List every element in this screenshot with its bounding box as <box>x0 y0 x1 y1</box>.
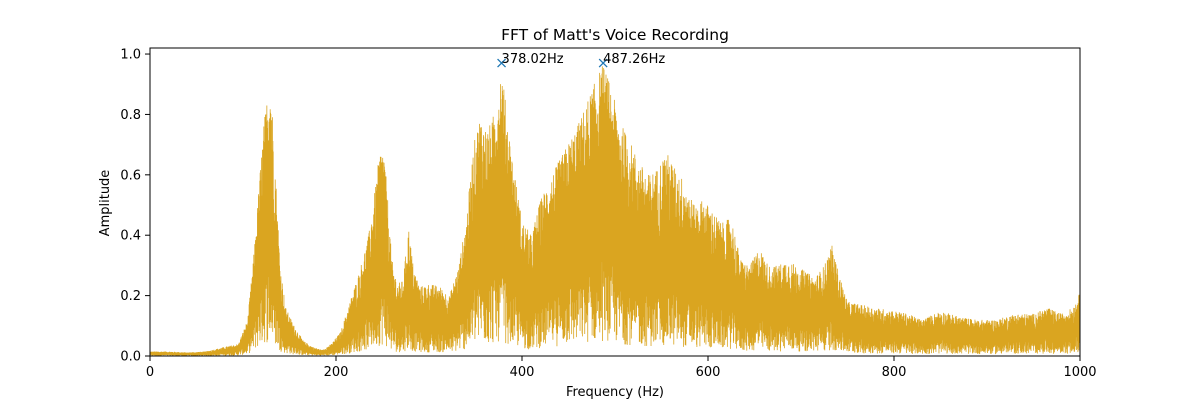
axes: 0 200 400 600 800 1000 0.0 0.2 0.4 0.6 0.8 1.0 <box>120 47 1097 380</box>
peak-marker-0 <box>497 58 507 68</box>
y-axis-label: Amplitude <box>98 170 113 237</box>
y-tick-label-4: 0.8 <box>120 108 141 123</box>
y-tick-label-2: 0.4 <box>120 229 141 244</box>
x-tick-label-4: 800 <box>882 365 907 380</box>
peak-label-0: 378.02Hz <box>502 52 564 67</box>
annotations: 378.02Hz 487.26Hz <box>497 52 665 68</box>
y-tick-label-5: 1.0 <box>120 48 141 63</box>
x-tick-label-1: 200 <box>324 365 349 380</box>
y-tick-label-3: 0.6 <box>120 168 141 183</box>
x-tick-label-5: 1000 <box>1063 365 1096 380</box>
x-tick-label-3: 600 <box>696 365 721 380</box>
plot-area <box>150 66 1080 356</box>
chart-title: FFT of Matt's Voice Recording <box>501 26 729 44</box>
y-tick-label-0: 0.0 <box>120 350 141 365</box>
plot-frame <box>149 47 1081 357</box>
series-line-0 <box>150 66 1080 356</box>
x-tick-label-0: 0 <box>146 365 154 380</box>
peak-marker-1 <box>598 58 608 68</box>
peak-label-1: 487.26Hz <box>603 52 665 67</box>
y-tick-label-1: 0.2 <box>120 289 141 304</box>
x-axis-label: Frequency (Hz) <box>566 385 664 400</box>
x-tick-label-2: 400 <box>510 365 535 380</box>
